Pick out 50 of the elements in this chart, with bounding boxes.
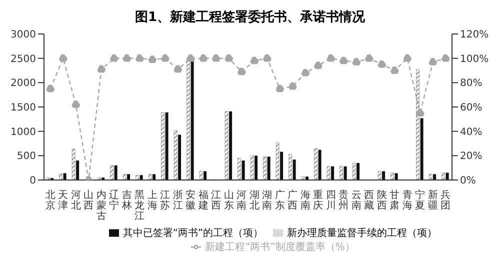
x-tick-label: 湖南 [262,189,272,212]
x-tick-label: 安徽 [186,189,196,212]
x-tick-label: 宁夏 [415,189,426,212]
x-tick-label: 江苏 [160,189,170,212]
x-tick-label: 江西 [211,189,222,212]
legend-label: 新办理质量监督手续的工程（项） [287,228,438,239]
y2-tick-label: 60% [460,102,482,114]
x-tick-label: 天津 [58,190,68,212]
x-tick-label: 陕西 [376,189,387,212]
x-tick-label: 甘肃 [390,189,400,212]
x-tick-label: 湖北 [249,189,260,212]
y-tick-label: 3000 [10,30,36,41]
y-tick-label: 0 [30,176,36,187]
y2-tick-label: 40% [460,126,482,138]
x-tick-label: 重庆 [313,189,324,212]
y-tick-label: 2000 [10,78,36,90]
legend-label: 其中已签署“两书”的工程（项） [122,228,264,239]
x-tick-label: 黑龙江 [134,190,145,222]
x-tick-label: 河北 [70,189,81,212]
y2-tick-label: 100% [460,54,489,65]
legend-label: 新建工程“两书”制度覆盖率（%） [205,242,355,253]
chart-title: 图1、新建工程签署委托书、承诺书情况 [134,8,366,27]
y-tick-label: 2500 [10,54,36,65]
y2-tick-label: 80% [460,78,482,90]
x-tick-label: 上海 [147,189,158,212]
x-tick-label: 兵团 [440,189,451,212]
x-tick-label: 新疆 [428,189,438,212]
x-tick-label: 吉林 [120,189,132,212]
x-tick-label: 山西 [84,189,94,212]
x-tick-label: 青海 [402,189,412,212]
y-tick-label: 1500 [10,102,36,114]
y2-tick-label: 0% [460,176,476,187]
x-tick-label: 内蒙古 [96,189,106,222]
x-tick-label: 贵州 [338,189,349,212]
x-tick-label: 四川 [326,190,336,212]
x-tick-label: 山东 [224,189,234,212]
x-tick-label: 辽宁 [109,189,120,212]
y2-tick-label: 120% [460,30,489,41]
x-tick-label: 广西 [288,189,298,212]
x-tick-label: 河南 [236,189,247,212]
x-tick-label: 广东 [274,189,285,212]
y-tick-label: 500 [16,151,36,162]
x-tick-label: 西藏 [364,190,374,212]
y-tick-label: 1000 [10,126,36,138]
x-tick-label: 海南 [300,189,310,212]
x-tick-label: 北京 [45,189,56,212]
x-tick-label: 浙江 [172,189,183,212]
x-tick-label: 云南 [351,190,362,212]
x-tick-label: 福建 [197,189,208,212]
y2-tick-label: 20% [460,151,482,162]
